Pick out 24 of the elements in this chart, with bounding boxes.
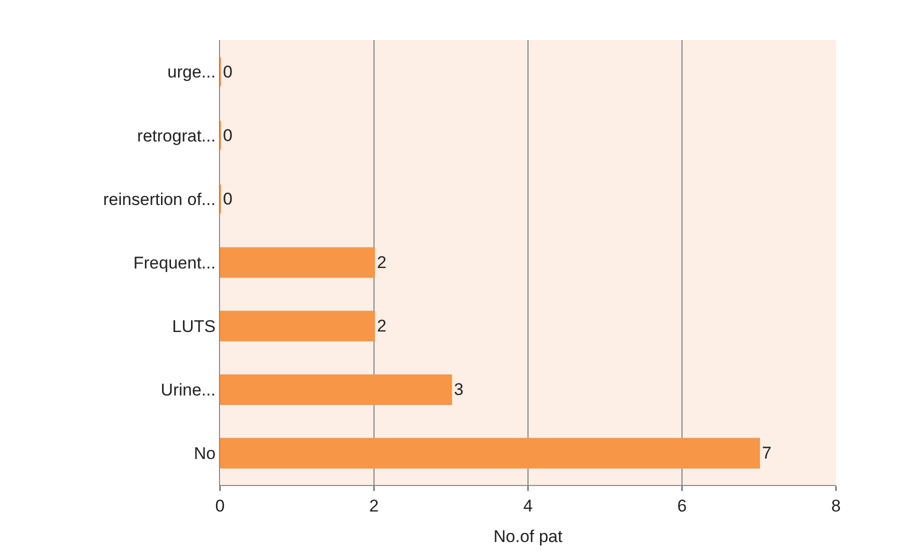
y-tick-label: retrograt... xyxy=(137,126,216,146)
bar xyxy=(220,247,375,278)
y-tick-label: No xyxy=(194,444,216,464)
x-tick-label: 6 xyxy=(677,496,687,516)
x-tick-label: 8 xyxy=(831,496,841,516)
data-label: 2 xyxy=(377,316,386,336)
data-label: 7 xyxy=(762,444,772,463)
y-tick-label: Frequent... xyxy=(133,253,216,272)
y-tick-label: urge... xyxy=(167,62,216,82)
data-label: 2 xyxy=(377,253,386,272)
x-axis-title: No.of pat xyxy=(494,526,563,546)
y-tick-label: LUTS xyxy=(172,317,216,336)
bar xyxy=(220,438,760,469)
x-tick-label: 2 xyxy=(369,496,379,516)
data-label: 0 xyxy=(223,189,232,208)
data-label: 3 xyxy=(454,380,464,400)
y-tick-label: reinsertion of... xyxy=(103,190,216,209)
data-label: 0 xyxy=(223,62,232,82)
data-label: 0 xyxy=(223,126,232,145)
bar xyxy=(220,310,375,342)
bar xyxy=(220,374,452,405)
x-tick-label: 0 xyxy=(215,496,225,516)
y-tick-label: Urine... xyxy=(160,380,216,400)
x-tick-label: 4 xyxy=(523,496,533,516)
